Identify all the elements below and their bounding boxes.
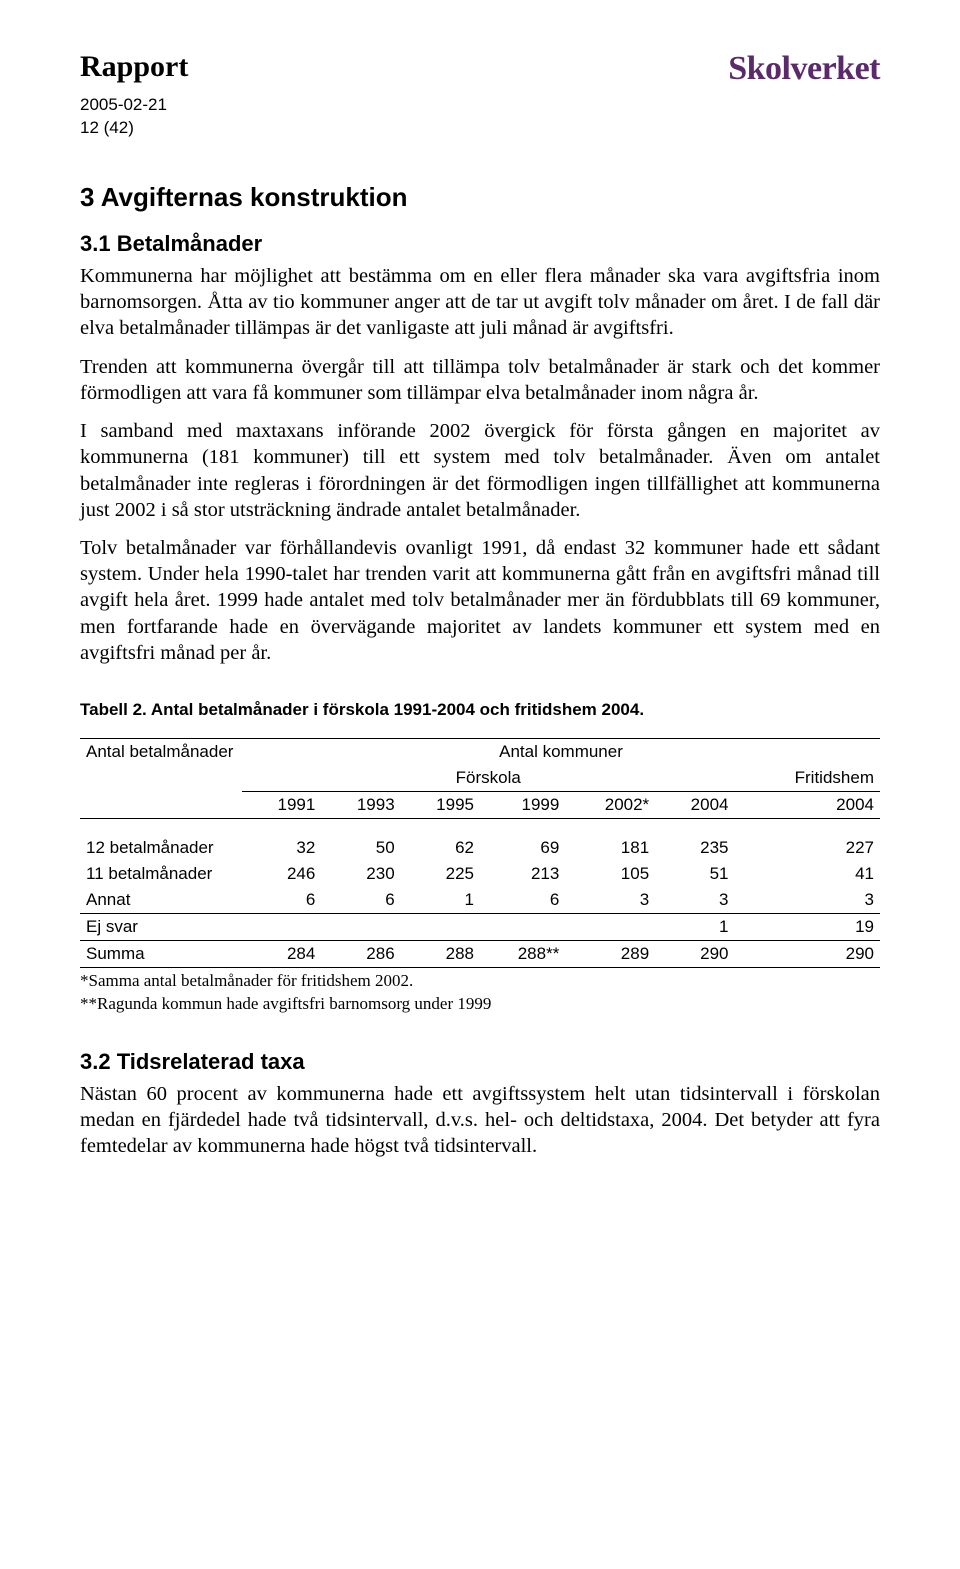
col-header-right: Antal kommuner <box>242 739 880 766</box>
section-3-2-heading: 3.2 Tidsrelaterad taxa <box>80 1049 880 1075</box>
cell: 246 <box>242 861 321 887</box>
row-label: 11 betalmånader <box>80 861 242 887</box>
cell: 284 <box>242 941 321 968</box>
cell: 32 <box>242 835 321 861</box>
cell: 213 <box>480 861 565 887</box>
cell: 288 <box>401 941 480 968</box>
row-label: Ej svar <box>80 914 242 941</box>
col-fritidshem: Fritidshem <box>735 765 881 792</box>
cell <box>401 914 480 941</box>
cell: 225 <box>401 861 480 887</box>
cell: 41 <box>735 861 881 887</box>
cell: 6 <box>480 887 565 914</box>
year-col: 1993 <box>321 792 400 819</box>
cell: 3 <box>655 887 734 914</box>
table-footnote: *Samma antal betalmånader för fritidshem… <box>80 970 880 991</box>
year-col: 1991 <box>242 792 321 819</box>
table-footnote: **Ragunda kommun hade avgiftsfri barnoms… <box>80 993 880 1014</box>
cell: 69 <box>480 835 565 861</box>
cell: 1 <box>655 914 734 941</box>
cell: 3 <box>565 887 655 914</box>
year-col: 1995 <box>401 792 480 819</box>
header-meta: 2005-02-21 12 (42) <box>80 94 880 140</box>
cell: 50 <box>321 835 400 861</box>
paragraph: Trenden att kommunerna övergår till att … <box>80 354 880 406</box>
cell: 230 <box>321 861 400 887</box>
col-header-left: Antal betalmånader <box>80 739 242 792</box>
year-col: 1999 <box>480 792 565 819</box>
table-2-caption: Tabell 2. Antal betalmånader i förskola … <box>80 700 880 720</box>
cell: 51 <box>655 861 734 887</box>
cell: 105 <box>565 861 655 887</box>
report-date: 2005-02-21 <box>80 94 880 117</box>
col-forskola: Förskola <box>242 765 735 792</box>
year-col: 2004 <box>735 792 881 819</box>
cell: 290 <box>655 941 734 968</box>
year-col: 2004 <box>655 792 734 819</box>
cell: 227 <box>735 835 881 861</box>
cell: 1 <box>401 887 480 914</box>
cell <box>242 914 321 941</box>
cell <box>480 914 565 941</box>
row-label: 12 betalmånader <box>80 835 242 861</box>
paragraph: Tolv betalmånader var förhållandevis ova… <box>80 535 880 666</box>
cell: 181 <box>565 835 655 861</box>
cell: 235 <box>655 835 734 861</box>
cell: 6 <box>242 887 321 914</box>
paragraph: Kommunerna har möjlighet att bestämma om… <box>80 263 880 342</box>
row-label: Summa <box>80 941 242 968</box>
cell <box>321 914 400 941</box>
cell: 62 <box>401 835 480 861</box>
section-3-heading: 3 Avgifternas konstruktion <box>80 182 880 213</box>
year-col: 2002* <box>565 792 655 819</box>
cell: 290 <box>735 941 881 968</box>
page-number: 12 (42) <box>80 117 880 140</box>
cell: 3 <box>735 887 881 914</box>
skolverket-logo: Skolverket <box>728 50 880 88</box>
cell: 288** <box>480 941 565 968</box>
table-2: Antal betalmånader Antal kommuner Försko… <box>80 738 880 968</box>
page-header: Rapport Skolverket <box>80 50 880 88</box>
report-label: Rapport <box>80 50 188 84</box>
section-3-1-heading: 3.1 Betalmånader <box>80 231 880 257</box>
document-page: Rapport Skolverket 2005-02-21 12 (42) 3 … <box>0 0 960 1221</box>
cell: 19 <box>735 914 881 941</box>
cell: 289 <box>565 941 655 968</box>
paragraph: I samband med maxtaxans införande 2002 ö… <box>80 418 880 523</box>
paragraph: Nästan 60 procent av kommunerna hade ett… <box>80 1081 880 1160</box>
cell: 6 <box>321 887 400 914</box>
cell <box>565 914 655 941</box>
row-label: Annat <box>80 887 242 914</box>
cell: 286 <box>321 941 400 968</box>
